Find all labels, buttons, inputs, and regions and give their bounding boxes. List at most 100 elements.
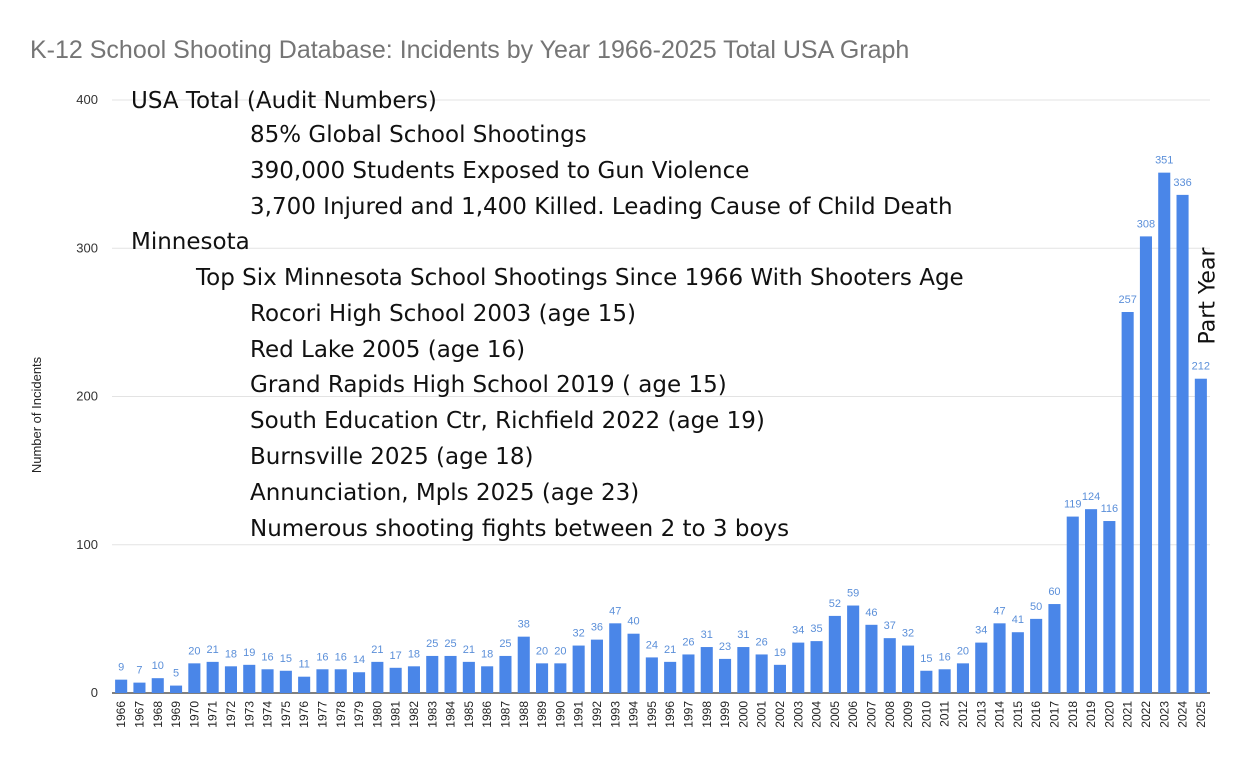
data-label-2018: 119 xyxy=(1064,499,1082,511)
x-tick-label-1981: 1981 xyxy=(389,701,403,728)
data-label-2000: 31 xyxy=(737,629,749,641)
data-label-2020: 116 xyxy=(1101,503,1119,515)
data-label-1969: 5 xyxy=(173,668,179,680)
data-label-1985: 21 xyxy=(463,644,475,656)
bar-1987 xyxy=(499,655,512,693)
data-label-1991: 32 xyxy=(573,628,585,640)
bar-1984 xyxy=(444,655,457,693)
data-label-1988: 38 xyxy=(518,619,530,631)
data-label-1980: 21 xyxy=(371,644,383,656)
x-tick-label-2013: 2013 xyxy=(974,701,988,728)
x-tick-label-1996: 1996 xyxy=(663,701,677,728)
bars xyxy=(115,172,1207,693)
x-tick-label-1988: 1988 xyxy=(517,701,531,728)
data-label-1995: 24 xyxy=(646,639,658,651)
bar-1971 xyxy=(206,661,219,693)
bar-2011 xyxy=(938,669,951,693)
bar-2024 xyxy=(1176,194,1189,693)
bar-1968 xyxy=(151,678,164,693)
x-tick-label-1993: 1993 xyxy=(608,701,622,728)
data-label-1974: 16 xyxy=(261,651,273,663)
x-tick-label-1972: 1972 xyxy=(224,701,238,728)
x-tick-label-2001: 2001 xyxy=(755,701,769,728)
data-label-2012: 20 xyxy=(957,645,969,657)
data-label-1994: 40 xyxy=(627,616,639,628)
x-tick-label-2000: 2000 xyxy=(736,701,750,728)
data-label-1970: 20 xyxy=(188,645,200,657)
x-tick-label-2017: 2017 xyxy=(1047,701,1061,728)
x-tick-label-1968: 1968 xyxy=(151,701,165,728)
data-label-1981: 17 xyxy=(390,650,402,662)
bar-1991 xyxy=(572,645,585,693)
data-label-2005: 52 xyxy=(829,598,841,610)
bar-1982 xyxy=(407,666,420,693)
data-label-1993: 47 xyxy=(609,605,621,617)
y-tick-label: 200 xyxy=(76,389,98,404)
data-label-2023: 351 xyxy=(1155,155,1173,167)
bar-1983 xyxy=(426,655,439,693)
data-label-2016: 50 xyxy=(1030,601,1042,613)
x-tick-label-2019: 2019 xyxy=(1084,701,1098,728)
bar-2002 xyxy=(773,664,786,693)
data-label-2008: 37 xyxy=(884,620,896,632)
data-label-1992: 36 xyxy=(591,622,603,634)
x-tick-label-2010: 2010 xyxy=(919,701,933,728)
bar-2006 xyxy=(847,605,860,693)
data-label-2025: 212 xyxy=(1192,361,1210,373)
y-tick-label: 0 xyxy=(91,685,98,700)
x-tick-label-1980: 1980 xyxy=(370,701,384,728)
x-tick-label-1985: 1985 xyxy=(462,701,476,728)
data-label-1999: 23 xyxy=(719,641,731,653)
bar-1997 xyxy=(682,654,695,693)
x-tick-label-1991: 1991 xyxy=(572,701,586,728)
x-tick-label-1987: 1987 xyxy=(498,701,512,728)
data-label-2014: 47 xyxy=(993,605,1005,617)
bar-1976 xyxy=(298,676,311,693)
bar-1973 xyxy=(243,664,256,693)
data-label-2011: 16 xyxy=(939,651,951,663)
x-tick-label-1967: 1967 xyxy=(132,701,146,728)
bar-2018 xyxy=(1066,516,1079,693)
x-tick-label-2014: 2014 xyxy=(993,701,1007,728)
data-label-1984: 25 xyxy=(444,638,456,650)
bar-1967 xyxy=(133,682,146,693)
x-tick-label-1995: 1995 xyxy=(645,701,659,728)
x-tick-label-1969: 1969 xyxy=(169,701,183,728)
bar-2022 xyxy=(1139,236,1152,693)
x-tick-label-2007: 2007 xyxy=(864,701,878,728)
bar-1988 xyxy=(517,636,530,693)
data-label-2019: 124 xyxy=(1082,491,1100,503)
bar-2013 xyxy=(975,642,988,693)
x-tick-label-1983: 1983 xyxy=(425,701,439,728)
x-tick-label-1992: 1992 xyxy=(590,701,604,728)
bar-1986 xyxy=(481,666,494,693)
x-tick-label-1989: 1989 xyxy=(535,701,549,728)
x-tick-label-1979: 1979 xyxy=(352,701,366,728)
x-tick-label-2024: 2024 xyxy=(1176,701,1190,728)
data-label-1975: 15 xyxy=(280,653,292,665)
bar-1998 xyxy=(700,647,713,693)
bar-2016 xyxy=(1030,618,1043,693)
data-label-2009: 32 xyxy=(902,628,914,640)
data-label-1997: 26 xyxy=(682,636,694,648)
x-tick-label-2022: 2022 xyxy=(1139,701,1153,728)
bar-1999 xyxy=(719,658,732,693)
bar-1972 xyxy=(224,666,237,693)
bar-2010 xyxy=(920,670,933,693)
x-tick-label-2023: 2023 xyxy=(1157,701,1171,728)
bar-1975 xyxy=(279,670,292,693)
data-label-2017: 60 xyxy=(1048,586,1060,598)
bar-1977 xyxy=(316,669,329,693)
data-labels: 9 7 10 5 20 21 18 19 16 15 11 16 16 14 21 17 18 25 25 21 18 2… xyxy=(118,155,1210,680)
bar-2017 xyxy=(1048,604,1061,693)
x-tick-label-1971: 1971 xyxy=(206,701,220,728)
bar-2005 xyxy=(828,615,841,693)
y-tick-label: 300 xyxy=(76,240,98,255)
data-label-1973: 19 xyxy=(243,647,255,659)
x-tick-label-1982: 1982 xyxy=(407,701,421,728)
x-tick-label-2016: 2016 xyxy=(1029,701,1043,728)
data-label-1987: 25 xyxy=(499,638,511,650)
data-label-1989: 20 xyxy=(536,645,548,657)
bar-2012 xyxy=(956,663,969,693)
bar-1966 xyxy=(115,679,128,693)
